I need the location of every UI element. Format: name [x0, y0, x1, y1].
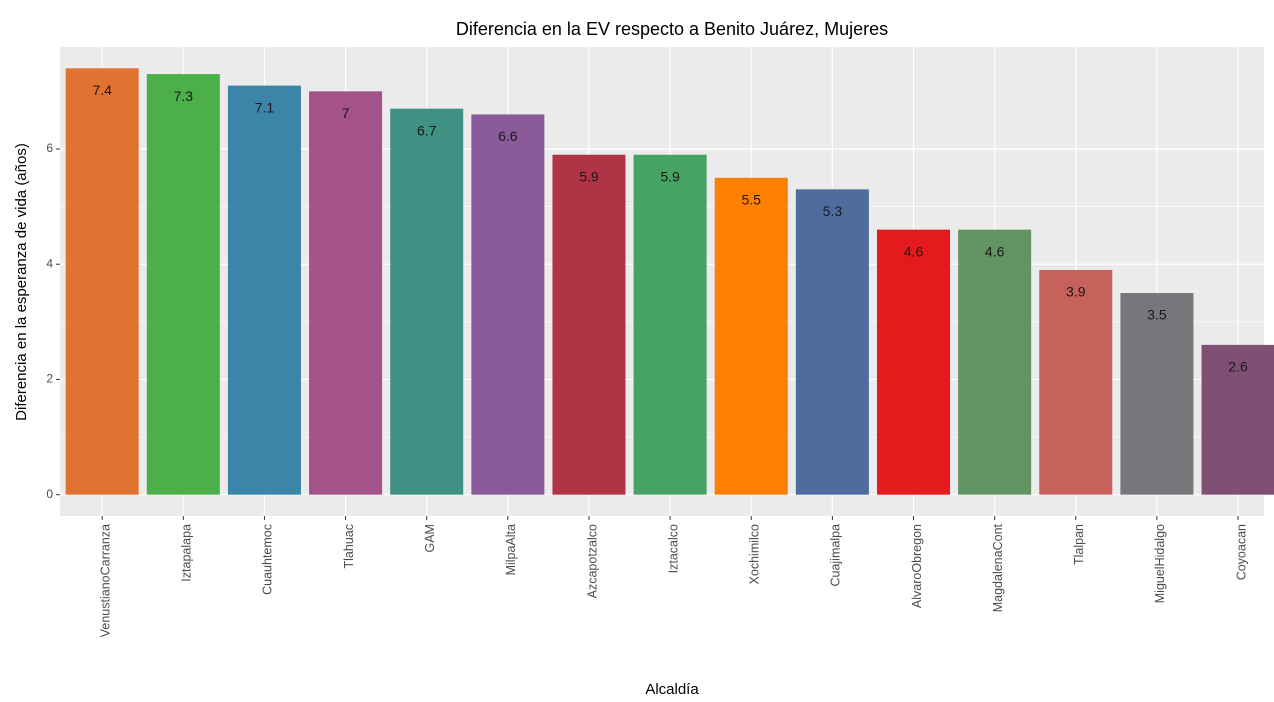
- value-label: 5.3: [823, 203, 843, 219]
- value-label: 7.3: [174, 88, 194, 104]
- bar: [714, 177, 788, 495]
- bar: [552, 154, 626, 495]
- x-tick-label: Cuauhtemoc: [261, 524, 275, 595]
- y-tick-label: 6: [46, 141, 53, 155]
- x-tick-label: MagdalenaCont: [991, 523, 1005, 612]
- value-label: 6.7: [417, 122, 437, 138]
- x-tick-label: VenustianoCarranza: [98, 524, 112, 637]
- chart-title: Diferencia en la EV respecto a Benito Ju…: [456, 19, 888, 39]
- x-tick-label: Tlalpan: [1072, 524, 1086, 565]
- value-label: 3.5: [1147, 307, 1167, 323]
- bar: [390, 108, 464, 495]
- y-tick-label: 4: [46, 256, 53, 270]
- y-tick-label: 0: [46, 487, 53, 501]
- value-label: 5.9: [579, 168, 599, 184]
- x-tick-label: Tlahuac: [342, 524, 356, 568]
- value-label: 7.4: [92, 82, 112, 98]
- value-label: 4.6: [904, 243, 924, 259]
- x-axis-title: Alcaldía: [645, 681, 699, 698]
- bar: [227, 85, 301, 495]
- bar: [146, 74, 220, 495]
- value-label: 2.6: [1228, 359, 1248, 375]
- value-label: 7: [342, 105, 350, 121]
- x-tick-label: Cuajimalpa: [829, 524, 843, 587]
- x-tick-label: Xochimilco: [748, 524, 762, 584]
- x-tick-label: Iztapalapa: [180, 524, 194, 582]
- value-label: 5.5: [742, 191, 762, 207]
- bar: [1201, 344, 1274, 495]
- bar: [65, 68, 139, 495]
- y-axis-title: Diferencia en la esperanza de vida (años…: [13, 143, 30, 421]
- bar: [309, 91, 383, 495]
- x-tick-label: AlvaroObregon: [910, 524, 924, 608]
- bar: [471, 114, 545, 495]
- bar: [1120, 293, 1194, 495]
- value-label: 3.9: [1066, 284, 1086, 300]
- x-tick-label: MiguelHidalgo: [1153, 524, 1167, 603]
- value-label: 6.6: [498, 128, 518, 144]
- y-tick-label: 2: [46, 372, 53, 386]
- x-tick-label: GAM: [423, 524, 437, 552]
- bar: [1039, 269, 1113, 495]
- x-tick-label: Coyoacan: [1234, 524, 1248, 580]
- bar: [795, 189, 869, 495]
- bar: [633, 154, 707, 495]
- value-label: 7.1: [255, 99, 275, 115]
- x-tick-label: MilpaAlta: [504, 524, 518, 575]
- bar: [877, 229, 951, 495]
- value-label: 5.9: [660, 168, 680, 184]
- value-label: 4.6: [985, 243, 1005, 259]
- x-tick-label: Azcapotzalco: [585, 524, 599, 598]
- bar: [958, 229, 1032, 495]
- x-tick-label: Iztacalco: [666, 524, 680, 573]
